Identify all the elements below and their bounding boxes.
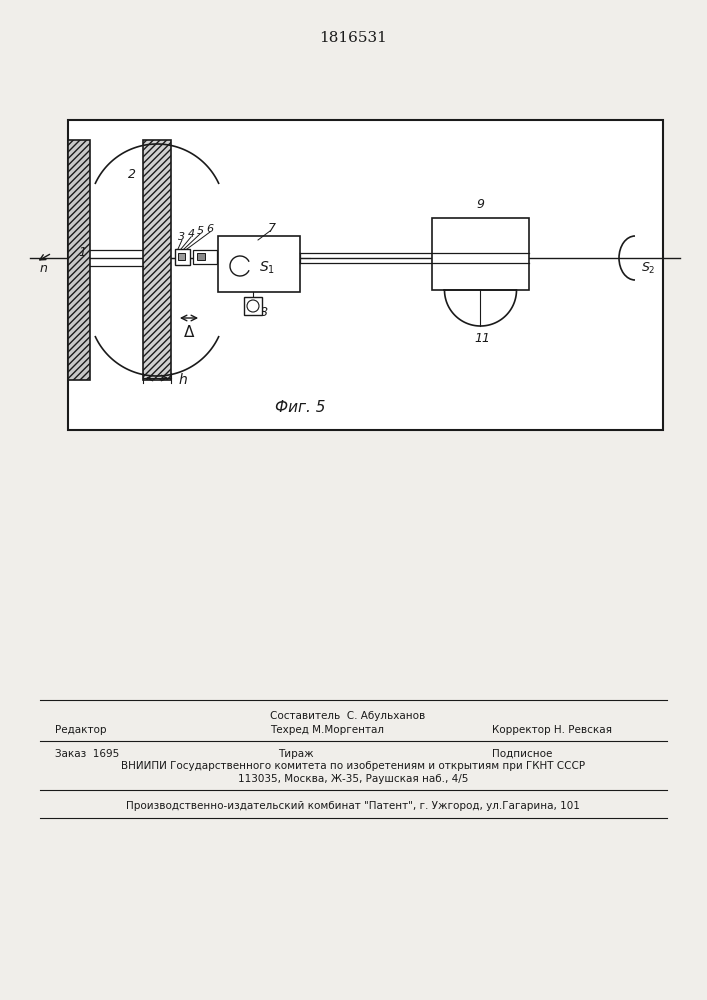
- Text: 7: 7: [268, 222, 276, 234]
- Text: n: n: [40, 261, 48, 274]
- Text: 9: 9: [477, 198, 484, 212]
- Text: ВНИИПИ Государственного комитета по изобретениям и открытиям при ГКНТ СССР: ВНИИПИ Государственного комитета по изоб…: [121, 761, 585, 771]
- Text: 1: 1: [78, 245, 86, 258]
- Bar: [432, 218, 529, 290]
- Bar: [175, 249, 190, 265]
- Text: $S_1$: $S_1$: [259, 260, 275, 276]
- Text: h: h: [179, 373, 188, 387]
- Text: 113035, Москва, Ж-35, Раушская наб., 4/5: 113035, Москва, Ж-35, Раушская наб., 4/5: [238, 774, 468, 784]
- Bar: [178, 253, 185, 260]
- Text: Заказ  1695: Заказ 1695: [55, 749, 119, 759]
- Text: Подписное: Подписное: [492, 749, 552, 759]
- Text: 2: 2: [128, 168, 136, 182]
- Text: 6: 6: [206, 224, 214, 234]
- Text: Тираж: Тираж: [278, 749, 314, 759]
- Text: 8: 8: [260, 306, 268, 318]
- Text: 11: 11: [474, 332, 491, 346]
- Text: Техред М.Моргентал: Техред М.Моргентал: [270, 725, 384, 735]
- Text: $\Delta$: $\Delta$: [183, 324, 195, 340]
- Text: 4: 4: [187, 229, 194, 239]
- Text: Производственно-издательский комбинат "Патент", г. Ужгород, ул.Гагарина, 101: Производственно-издательский комбинат "П…: [126, 801, 580, 811]
- Text: Фиг. 5: Фиг. 5: [275, 400, 325, 416]
- Bar: [68, 120, 663, 430]
- Text: Редактор: Редактор: [55, 725, 107, 735]
- Bar: [68, 140, 90, 380]
- Text: Корректор Н. Ревская: Корректор Н. Ревская: [492, 725, 612, 735]
- Text: 5: 5: [197, 226, 204, 236]
- Bar: [244, 297, 262, 315]
- Bar: [218, 236, 300, 292]
- Text: 3: 3: [178, 232, 185, 242]
- Bar: [193, 250, 217, 264]
- Text: 1816531: 1816531: [319, 31, 387, 45]
- Text: Составитель  С. Абульханов: Составитель С. Абульханов: [270, 711, 425, 721]
- Bar: [143, 140, 171, 380]
- Text: $S_2$: $S_2$: [641, 260, 655, 276]
- Bar: [197, 253, 205, 260]
